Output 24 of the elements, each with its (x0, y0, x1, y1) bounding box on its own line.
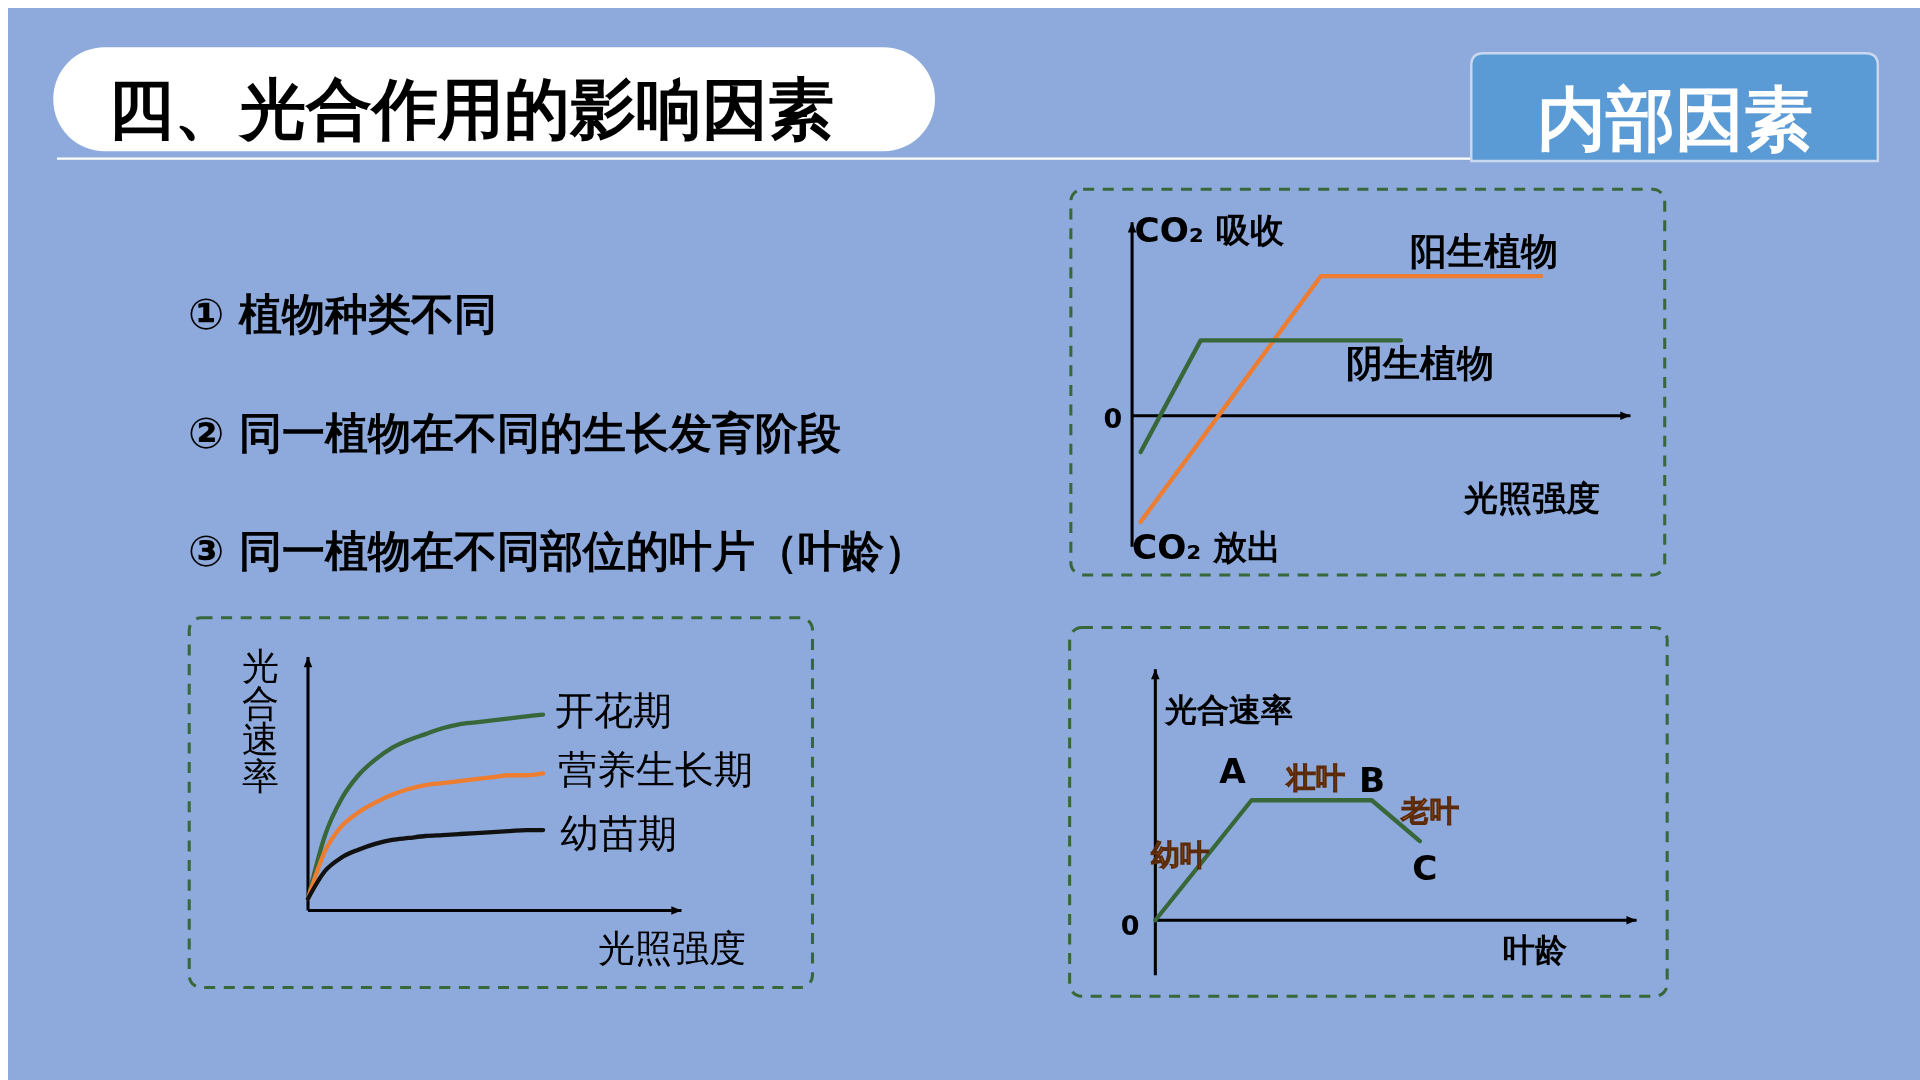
text: ② 同一植物在不同的生长发育阶段 (188, 407, 842, 458)
text: 0 (1103, 403, 1123, 434)
x-axis-title: 叶龄 (1502, 930, 1568, 969)
series-label: 开花期 (555, 688, 673, 734)
series-label: 阳生植物 (1409, 229, 1558, 273)
y-axis-title: CO₂ 吸收 (1134, 209, 1285, 250)
x-axis-title: 光照强度 (1462, 478, 1601, 519)
text: ① 植物种类不同 (188, 288, 498, 339)
text: 壮叶 (1284, 761, 1345, 795)
annotation: 老叶 (1399, 794, 1459, 829)
text: 0 (1120, 909, 1140, 941)
text: 四、光合作用的影响因素 (108, 70, 835, 148)
text: B (1359, 759, 1386, 800)
y-axis-title: 光合速率 (1163, 691, 1294, 730)
y-axis-title: 光合速率 (241, 645, 279, 799)
series-label: 阴生植物 (1345, 341, 1494, 385)
x-axis-title: 光照强度 (597, 926, 746, 970)
text: CO₂ 放出 (1132, 527, 1282, 568)
text: ③ 同一植物在不同部位的叶片（叶龄） (188, 526, 928, 577)
series-label: 幼苗期 (560, 811, 678, 857)
annotation: C (1412, 847, 1438, 888)
text: 内部因素 (1536, 78, 1813, 159)
text: A (1219, 751, 1247, 792)
series-label: 营养生长期 (557, 747, 753, 793)
